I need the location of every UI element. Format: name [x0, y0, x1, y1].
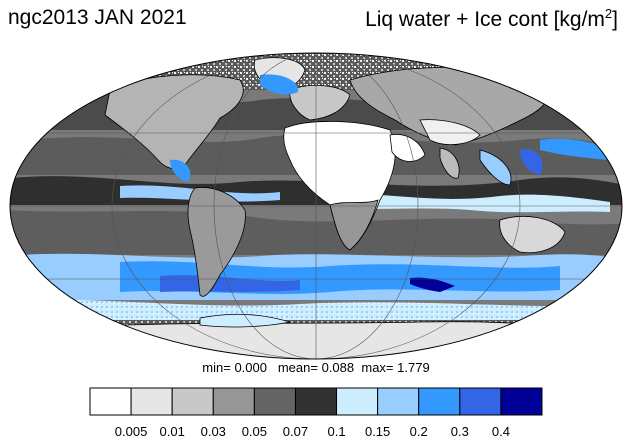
- variable-title: Liq water + Ice cont [kg/m2]: [365, 6, 618, 32]
- colorbar-swatch: [336, 387, 379, 416]
- max-value: 1.779: [397, 360, 430, 375]
- globe-outline: [9, 52, 623, 360]
- unit-exponent: 2: [604, 6, 613, 21]
- colorbar-tick-label: 0.2: [409, 424, 428, 439]
- map-title: ngc2013 JAN 2021: [8, 6, 187, 29]
- colorbar-tick-label: 0.005: [114, 424, 148, 439]
- min-value: 0.000: [234, 360, 267, 375]
- colorbar-tick-label: 0.4: [491, 424, 510, 439]
- colorbar-swatch: [418, 387, 461, 416]
- colorbar-tick-label: 0.05: [241, 424, 268, 439]
- colorbar-tick-label: 0.03: [200, 424, 226, 439]
- mean-label: mean=: [277, 360, 318, 375]
- colorbar-tick-label: 0.1: [327, 424, 346, 439]
- colorbar-swatch: [130, 387, 173, 416]
- variable-title-end: ]: [612, 8, 618, 31]
- colorbar-tick-label: 0.01: [159, 424, 185, 439]
- colorbar-swatch: [171, 387, 214, 416]
- variable-title-text: Liq water + Ice cont [kg/m: [365, 8, 605, 31]
- colorbar-swatch: [459, 387, 502, 416]
- colorbar-swatch: [294, 387, 338, 416]
- colorbar-swatch: [253, 387, 296, 416]
- colorbar-swatch: [89, 387, 132, 416]
- colorbar-swatch: [500, 387, 543, 416]
- colorbar-swatch: [377, 387, 420, 416]
- max-label: max=: [361, 360, 394, 375]
- colorbar-swatch: [212, 387, 255, 416]
- colorbar-tick-label: 0.3: [450, 424, 469, 439]
- min-label: min=: [202, 360, 231, 375]
- graticule: [10, 53, 622, 359]
- mean-value: 0.088: [321, 360, 355, 375]
- colorbar-tick-label: 0.15: [364, 424, 391, 439]
- colorbar-tick-label: 0.07: [282, 424, 309, 439]
- field-statistics: min= 0.000 mean= 0.088 max= 1.779: [0, 360, 632, 375]
